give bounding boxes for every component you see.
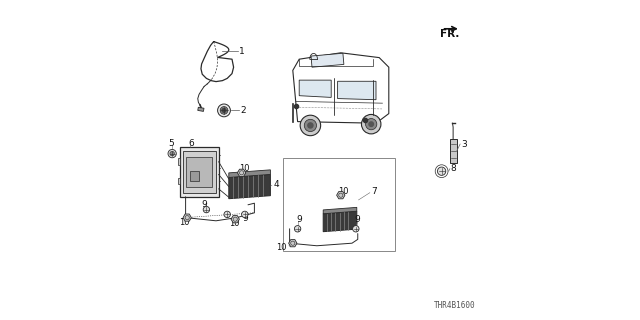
Text: 10: 10 <box>276 243 287 252</box>
Text: 6: 6 <box>188 139 194 148</box>
Text: 9: 9 <box>243 214 248 223</box>
Text: 2: 2 <box>240 106 246 115</box>
Polygon shape <box>229 170 270 177</box>
Text: 9: 9 <box>297 215 302 224</box>
Text: 8: 8 <box>451 164 456 172</box>
Circle shape <box>220 107 228 114</box>
Text: 9: 9 <box>354 215 360 224</box>
Circle shape <box>304 119 317 132</box>
Circle shape <box>362 115 381 134</box>
Circle shape <box>224 211 230 218</box>
Polygon shape <box>338 81 376 100</box>
Circle shape <box>300 115 321 136</box>
Polygon shape <box>300 80 332 97</box>
Circle shape <box>242 211 248 218</box>
Bar <box>311 53 344 67</box>
Circle shape <box>170 151 174 156</box>
Bar <box>198 107 204 111</box>
Circle shape <box>365 118 377 130</box>
Bar <box>186 157 211 187</box>
Polygon shape <box>323 207 357 214</box>
Polygon shape <box>229 174 270 199</box>
Circle shape <box>369 122 374 126</box>
Text: 3: 3 <box>461 140 467 148</box>
Bar <box>178 158 180 165</box>
Circle shape <box>218 104 230 117</box>
Text: 4: 4 <box>274 180 279 188</box>
Circle shape <box>308 123 313 128</box>
Circle shape <box>168 149 177 158</box>
Bar <box>180 147 219 197</box>
Text: 7: 7 <box>371 188 377 196</box>
Text: THR4B1600: THR4B1600 <box>434 301 476 310</box>
Bar <box>283 158 396 251</box>
Circle shape <box>204 206 210 213</box>
Text: 5: 5 <box>168 139 174 148</box>
Text: FR.: FR. <box>440 28 460 39</box>
Bar <box>450 139 457 163</box>
Bar <box>189 171 200 181</box>
Bar <box>183 151 216 193</box>
Text: 9: 9 <box>202 200 207 209</box>
Circle shape <box>438 167 446 175</box>
Circle shape <box>353 226 359 232</box>
Text: 10: 10 <box>338 187 348 196</box>
Text: 10: 10 <box>229 220 239 228</box>
Circle shape <box>294 226 301 232</box>
Text: 10: 10 <box>239 164 250 173</box>
Text: 1: 1 <box>239 47 245 56</box>
Bar <box>178 178 180 184</box>
Text: 10: 10 <box>179 218 189 227</box>
Polygon shape <box>323 211 357 232</box>
Circle shape <box>222 108 226 112</box>
